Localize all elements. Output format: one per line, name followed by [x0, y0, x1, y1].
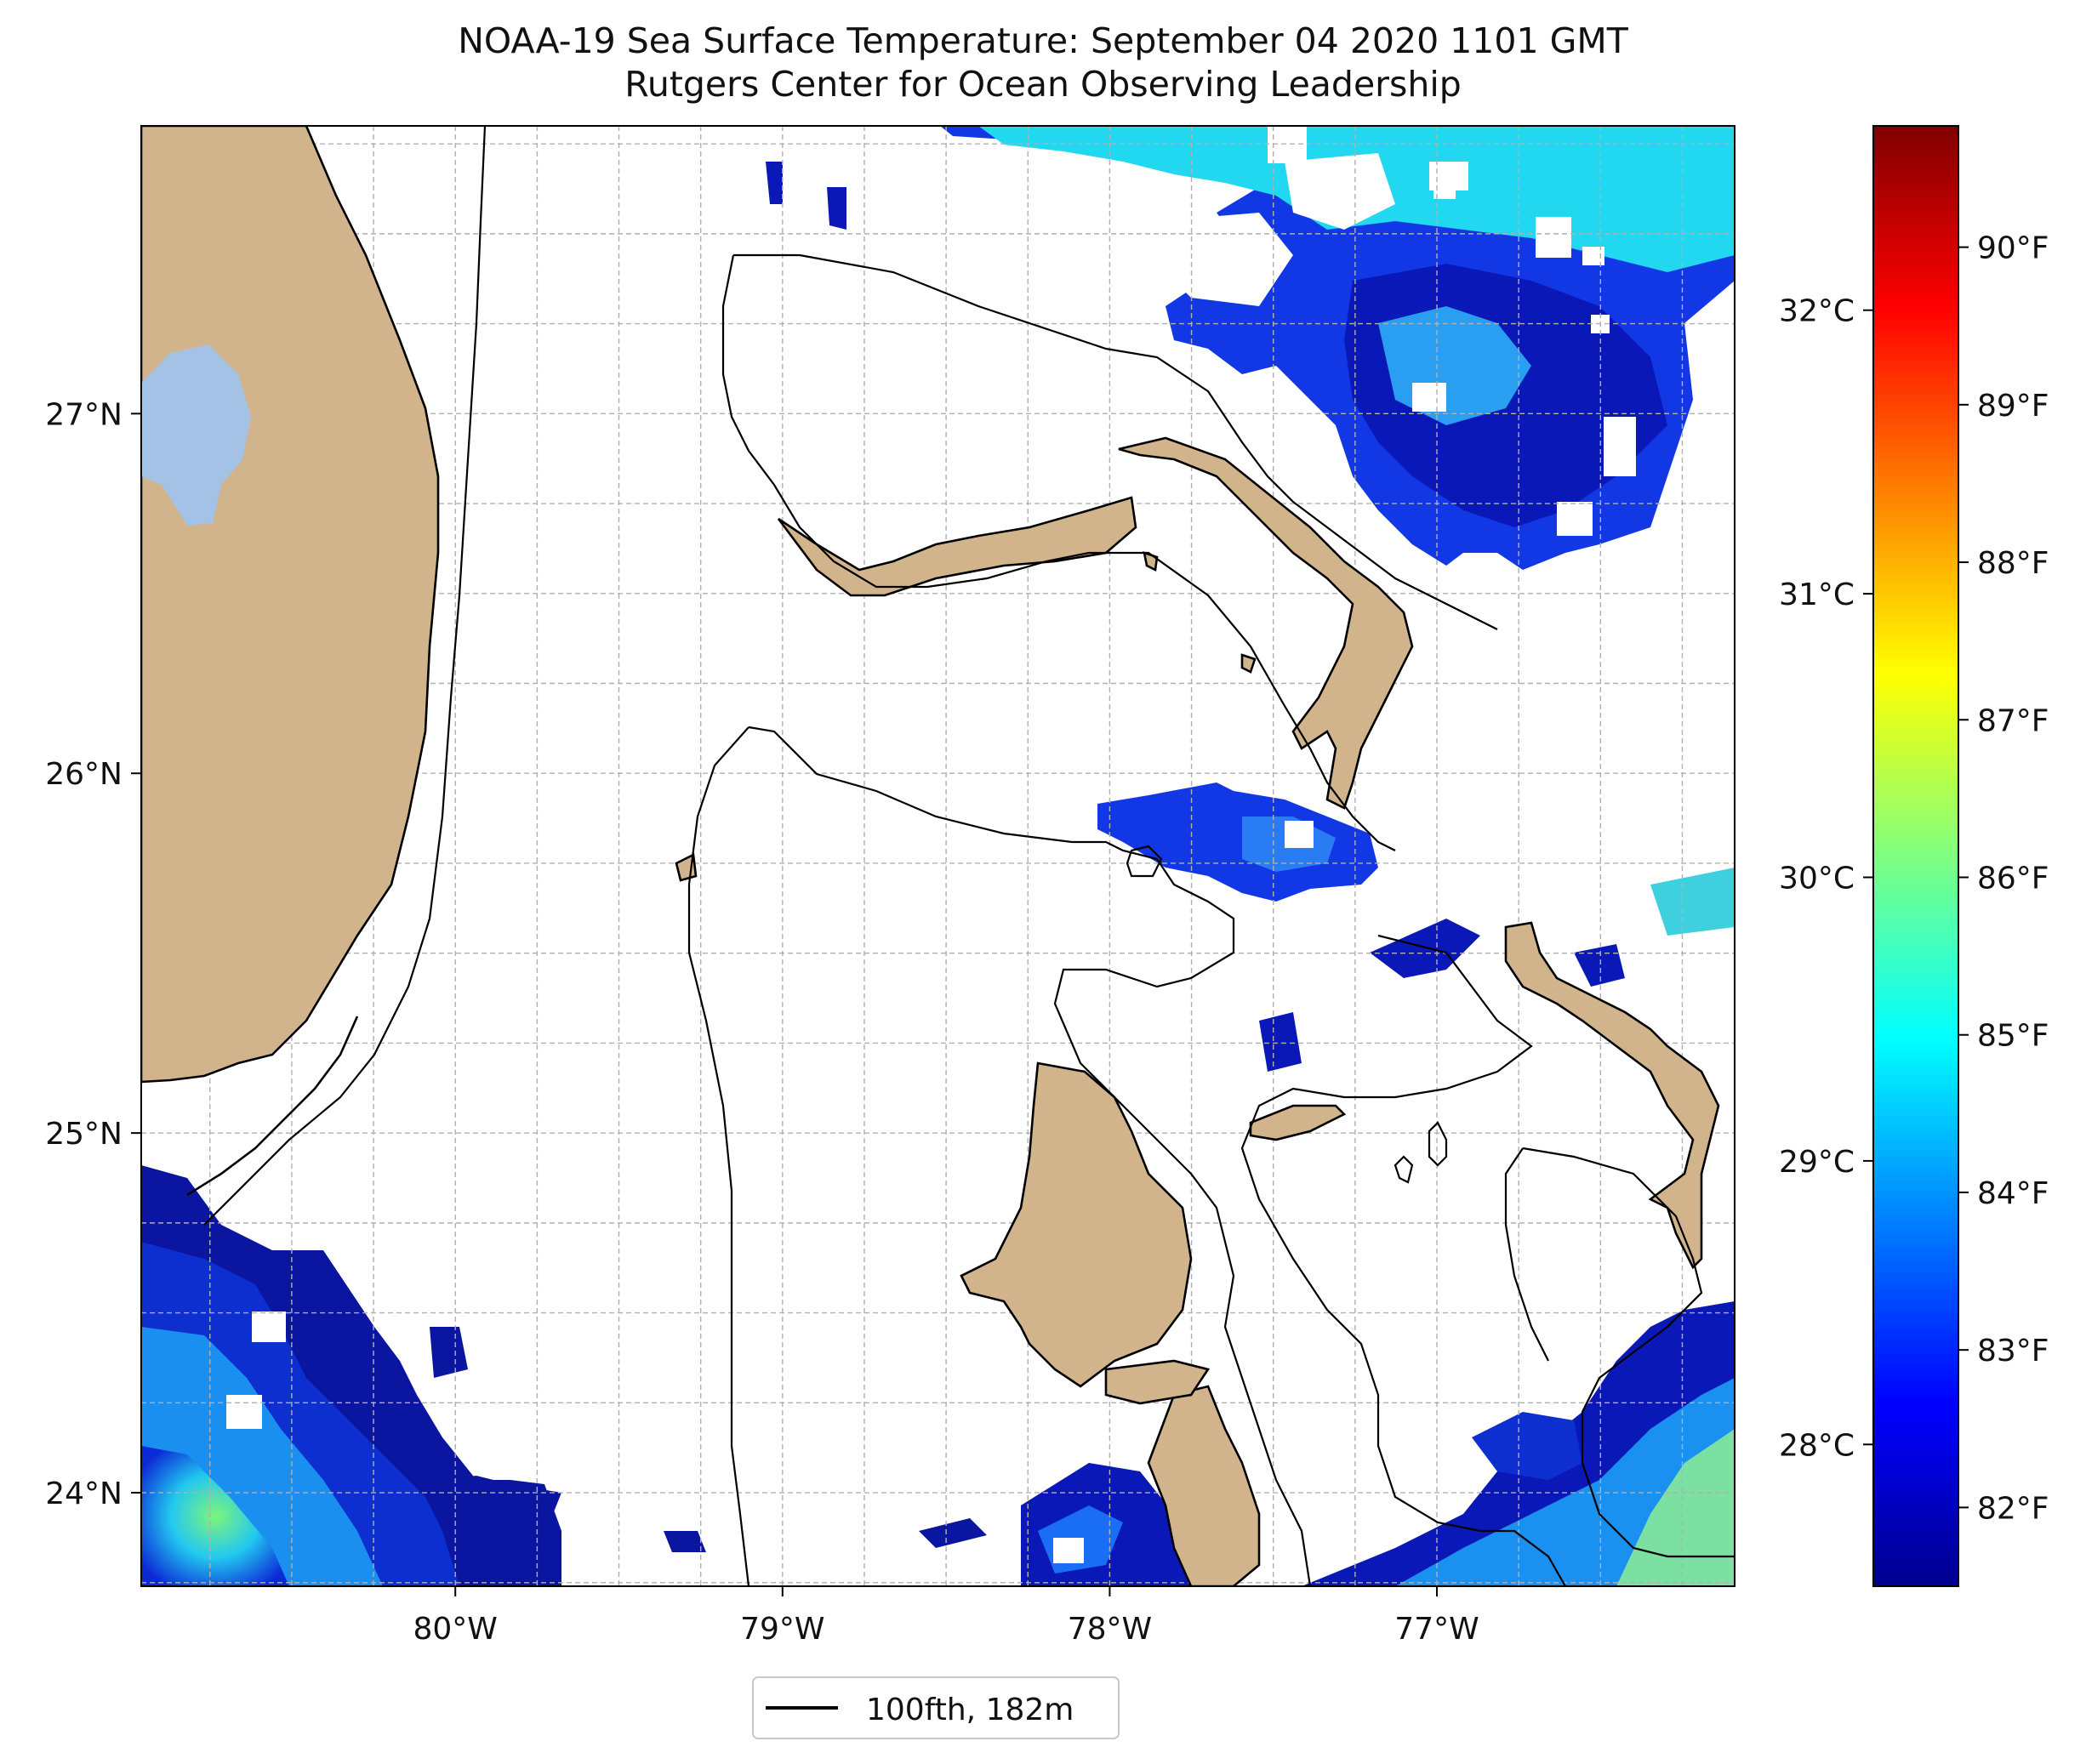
cay-small — [1240, 653, 1257, 674]
contour-100fth — [1126, 845, 1163, 878]
colorbar-fahrenheit-label: 90°F — [1977, 231, 2049, 266]
eleuthera-island — [1504, 921, 1720, 1270]
colorbar-celsius-label: 32°C — [1779, 294, 1855, 329]
contour-100fth — [1394, 1155, 1414, 1184]
andros-middle-island — [1104, 1359, 1211, 1405]
colorbar-fahrenheit-label: 86°F — [1977, 862, 2049, 896]
x-axis-ticks: 80°W 79°W 78°W 77°W — [413, 1586, 1479, 1647]
map-gridlines — [141, 126, 1735, 1586]
andros-island — [960, 1061, 1193, 1388]
contour-100fth — [1504, 1147, 1549, 1362]
contour-100fth — [1240, 934, 1566, 1586]
y-tick-label: 24°N — [45, 1477, 123, 1511]
colorbar-celsius-label: 30°C — [1779, 862, 1855, 896]
legend-label: 100fth, 182m — [866, 1693, 1074, 1727]
andros-south-island — [1147, 1385, 1261, 1586]
x-tick-label: 80°W — [413, 1612, 498, 1647]
contour-100fth — [721, 254, 1396, 851]
map-title-line2: Rutgers Center for Ocean Observing Leade… — [624, 64, 1462, 105]
contour-100fth — [203, 126, 487, 1226]
colorbar-fahrenheit-label: 88°F — [1977, 546, 2049, 581]
map-legend: 100fth, 182m — [752, 1676, 1120, 1739]
florida-keys — [186, 1016, 359, 1197]
colorbar-celsius-label: 31°C — [1779, 578, 1855, 612]
depth-contours — [203, 126, 1735, 1586]
legend-box — [752, 1676, 1120, 1739]
contour-100fth — [748, 726, 1312, 1586]
new-providence-island — [1249, 1104, 1347, 1141]
colorbar-fahrenheit-label: 89°F — [1977, 389, 2049, 424]
landmass-layer — [141, 126, 1720, 1586]
map-panel: 80°W 79°W 78°W 77°W 24°N 25°N 26°N 27°N — [45, 125, 1735, 1647]
colorbar-gradient — [1872, 125, 1959, 1587]
contour-100fth — [1522, 1147, 1735, 1558]
y-tick-label: 26°N — [45, 757, 123, 792]
y-tick-label: 25°N — [45, 1117, 123, 1152]
contour-100fth — [1428, 1121, 1448, 1167]
colorbar-celsius-ticks: 28°C 29°C 30°C 31°C 32°C — [1779, 294, 1873, 1463]
colorbar-fahrenheit-label: 84°F — [1977, 1176, 2049, 1211]
x-tick-label: 79°W — [740, 1612, 824, 1647]
colorbar-fahrenheit-label: 87°F — [1977, 703, 2049, 738]
abaco-island — [1118, 436, 1414, 810]
lake-okeechobee — [141, 344, 251, 526]
y-axis-ticks: 24°N 25°N 26°N 27°N — [45, 397, 141, 1511]
map-frame — [140, 125, 1735, 1587]
colorbar: 28°C 29°C 30°C 31°C 32°C 82°F 83°F 84°F 85°F 86°… — [1779, 125, 2049, 1587]
y-tick-label: 27°N — [45, 397, 123, 432]
colorbar-celsius-label: 29°C — [1779, 1145, 1855, 1180]
colorbar-fahrenheit-label: 82°F — [1977, 1491, 2049, 1526]
contour-100fth — [687, 726, 750, 1586]
colorbar-fahrenheit-label: 85°F — [1977, 1019, 2049, 1054]
map-title-line1: NOAA-19 Sea Surface Temperature: Septemb… — [458, 20, 1628, 61]
x-tick-label: 77°W — [1394, 1612, 1479, 1647]
x-tick-label: 78°W — [1068, 1612, 1152, 1647]
contour-100fth — [733, 253, 1498, 630]
grand-bahama-island — [777, 496, 1137, 597]
colorbar-celsius-label: 28°C — [1779, 1428, 1855, 1463]
sst-field — [141, 126, 1735, 1586]
colorbar-fahrenheit-label: 83°F — [1977, 1334, 2049, 1369]
colorbar-fahrenheit-ticks: 82°F 83°F 84°F 85°F 86°F 87°F 88°F 89°F 90°F — [1958, 231, 2049, 1526]
